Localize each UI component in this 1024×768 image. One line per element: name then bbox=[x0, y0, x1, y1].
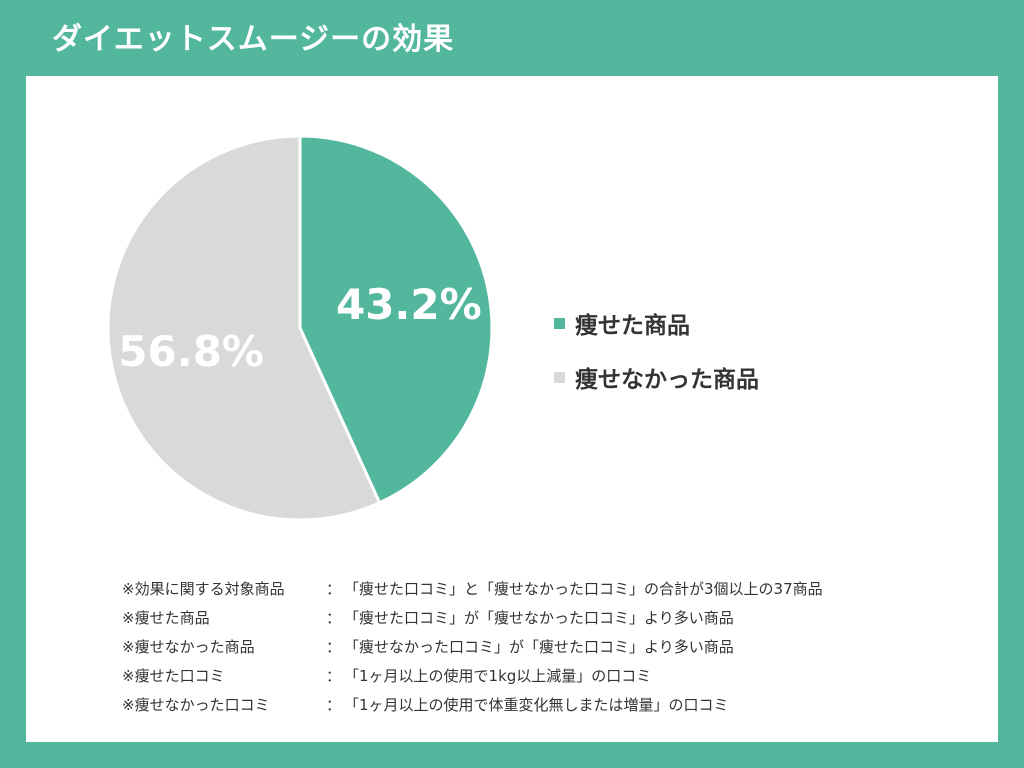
footnote-row: ※効果に関する対象商品 ： 「痩せた口コミ」と「痩せなかった口コミ」の合計が3個… bbox=[122, 574, 823, 603]
footnote-separator: ： bbox=[326, 638, 342, 656]
footnote-description: 「痩せた口コミ」が「痩せなかった口コミ」より多い商品 bbox=[344, 609, 734, 627]
pie-slice-label-1: 56.8% bbox=[118, 327, 264, 376]
footnote-separator: ： bbox=[326, 667, 342, 685]
footnote-separator: ： bbox=[326, 609, 342, 627]
footnote-separator: ： bbox=[326, 580, 342, 598]
footnote-description: 「1ヶ月以上の使用で体重変化無しまたは増量」の口コミ bbox=[344, 696, 729, 714]
footnote-term: ※痩せなかった商品 bbox=[122, 638, 255, 656]
legend-item-no-weight-loss: 痩せなかった商品 bbox=[554, 350, 759, 404]
pie-slice-1 bbox=[106, 134, 382, 522]
footnote-row: ※痩せた商品 ： 「痩せた口コミ」が「痩せなかった口コミ」より多い商品 bbox=[122, 603, 823, 632]
legend-label: 痩せなかった商品 bbox=[575, 367, 759, 393]
footnote-description: 「痩せた口コミ」と「痩せなかった口コミ」の合計が3個以上の37商品 bbox=[344, 580, 823, 598]
footnote-description: 「1ヶ月以上の使用で1kg以上減量」の口コミ bbox=[344, 667, 652, 685]
page-title: ダイエットスムージーの効果 bbox=[52, 22, 455, 57]
footnote-description: 「痩せなかった口コミ」が「痩せた口コミ」より多い商品 bbox=[344, 638, 734, 656]
footnote-term: ※痩せなかった口コミ bbox=[122, 696, 270, 714]
footnote-row: ※痩せなかった口コミ ： 「1ヶ月以上の使用で体重変化無しまたは増量」の口コミ bbox=[122, 690, 823, 719]
legend-label: 痩せた商品 bbox=[575, 313, 690, 339]
legend-swatch bbox=[554, 371, 565, 383]
footnote-row: ※痩せなかった商品 ： 「痩せなかった口コミ」が「痩せた口コミ」より多い商品 bbox=[122, 632, 823, 661]
pie-slice-label-0: 43.2% bbox=[336, 280, 482, 329]
footnote-row: ※痩せた口コミ ： 「1ヶ月以上の使用で1kg以上減量」の口コミ bbox=[122, 661, 823, 690]
footnotes: ※効果に関する対象商品 ： 「痩せた口コミ」と「痩せなかった口コミ」の合計が3個… bbox=[122, 574, 823, 719]
chart-legend: 痩せた商品 痩せなかった商品 bbox=[554, 296, 759, 404]
legend-swatch bbox=[554, 317, 565, 329]
pie-slice-0 bbox=[298, 134, 494, 505]
chart-panel: 43.2% 56.8% 痩せた商品 痩せなかった商品 ※効果に関する対象商品 ： … bbox=[26, 76, 998, 742]
footnote-term: ※痩せた口コミ bbox=[122, 667, 225, 685]
footnote-term: ※痩せた商品 bbox=[122, 609, 210, 627]
footnote-term: ※効果に関する対象商品 bbox=[122, 580, 285, 598]
pie-chart: 43.2% 56.8% bbox=[106, 134, 494, 522]
legend-item-lost-weight: 痩せた商品 bbox=[554, 296, 759, 350]
footnote-separator: ： bbox=[326, 696, 342, 714]
